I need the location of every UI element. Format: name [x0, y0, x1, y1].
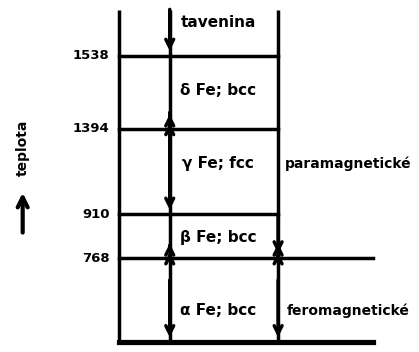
Text: 768: 768: [82, 252, 110, 265]
Text: feromagnetické: feromagnetické: [286, 303, 409, 318]
Text: δ Fe; bcc: δ Fe; bcc: [180, 83, 256, 98]
Text: tavenina: tavenina: [181, 15, 256, 30]
Text: α Fe; bcc: α Fe; bcc: [180, 303, 256, 318]
Text: 1394: 1394: [73, 122, 110, 136]
Text: β Fe; bcc: β Fe; bcc: [180, 230, 256, 245]
Text: teplota: teplota: [16, 120, 30, 176]
Text: γ Fe; fcc: γ Fe; fcc: [182, 156, 254, 171]
Text: 910: 910: [82, 208, 110, 221]
Text: 1538: 1538: [73, 49, 110, 62]
Text: paramagnetické: paramagnetické: [285, 157, 411, 171]
